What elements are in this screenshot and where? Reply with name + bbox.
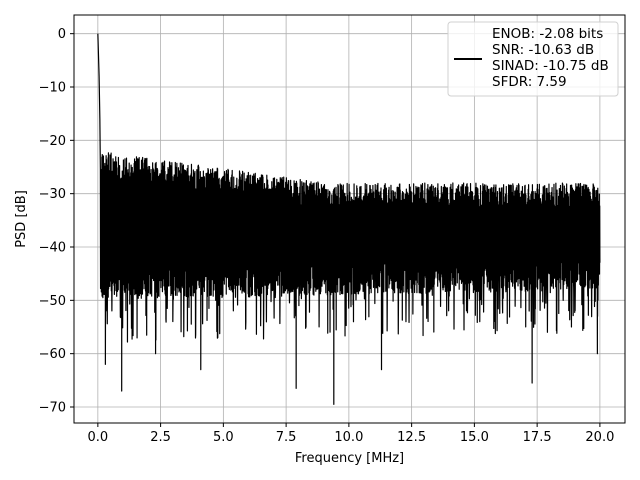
legend-entry-line: SINAD: -10.75 dB <box>492 58 609 74</box>
x-tick-label: 20.0 <box>585 430 614 445</box>
series-psd <box>97 33 601 405</box>
y-tick-label: −10 <box>39 81 66 96</box>
x-axis-label: Frequency [MHz] <box>295 451 404 466</box>
x-tick-label: 15.0 <box>460 430 489 445</box>
y-tick-label: −40 <box>39 241 66 256</box>
ticks: 0.0 2.5 5.0 7.5 10.0 12.5 15.0 17.5 20.0 0 −10 −20 −… <box>39 27 615 445</box>
x-tick-label: 17.5 <box>523 430 552 445</box>
legend-entry-line: ENOB: -2.08 bits <box>492 26 603 42</box>
y-tick-label: −20 <box>39 134 66 149</box>
x-tick-label: 2.5 <box>150 430 171 445</box>
x-tick-label: 7.5 <box>276 430 297 445</box>
x-tick-label: 5.0 <box>213 430 234 445</box>
y-tick-label: −60 <box>39 347 66 362</box>
y-tick-label: −70 <box>39 401 66 416</box>
x-tick-label: 12.5 <box>397 430 426 445</box>
plot-frame <box>73 14 626 424</box>
legend-entry-line: SFDR: 7.59 <box>492 74 567 90</box>
x-tick-label: 10.0 <box>334 430 363 445</box>
series-line <box>97 33 601 405</box>
x-tick-label: 0.0 <box>88 430 109 445</box>
legend-box <box>447 21 619 97</box>
y-tick-label: 0 <box>58 27 66 42</box>
y-axis-label: PSD [dB] <box>14 190 29 248</box>
legend-entry-line: SNR: -10.63 dB <box>492 42 594 58</box>
y-tick-label: −30 <box>39 187 66 202</box>
y-tick-label: −50 <box>39 294 66 309</box>
